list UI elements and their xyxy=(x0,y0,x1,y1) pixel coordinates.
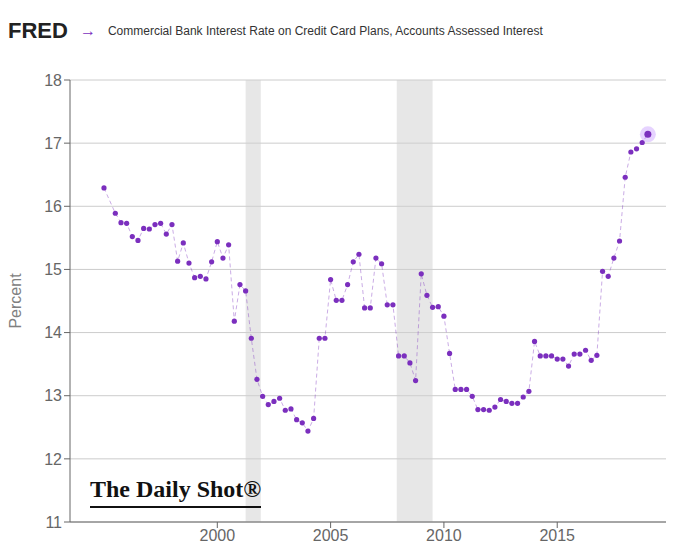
svg-text:17: 17 xyxy=(44,135,62,152)
svg-text:2005: 2005 xyxy=(313,527,349,544)
svg-text:2010: 2010 xyxy=(426,527,462,544)
svg-text:15: 15 xyxy=(44,261,62,278)
html-text:FRED: FRED xyxy=(8,18,68,43)
svg-text:18: 18 xyxy=(44,72,62,89)
svg-text:16: 16 xyxy=(44,198,62,215)
svg-text:14: 14 xyxy=(44,324,62,341)
svg-text:12: 12 xyxy=(44,451,62,468)
svg-text:2015: 2015 xyxy=(539,527,575,544)
html-text:The Daily Shot®: The Daily Shot® xyxy=(90,476,262,502)
svg-text:Percent: Percent xyxy=(8,273,24,329)
svg-text:2000: 2000 xyxy=(200,527,236,544)
svg-text:13: 13 xyxy=(44,387,62,404)
html-text:Commercial Bank Interest Rate: Commercial Bank Interest Rate on Credit … xyxy=(107,24,543,38)
svg-text:11: 11 xyxy=(45,514,62,531)
